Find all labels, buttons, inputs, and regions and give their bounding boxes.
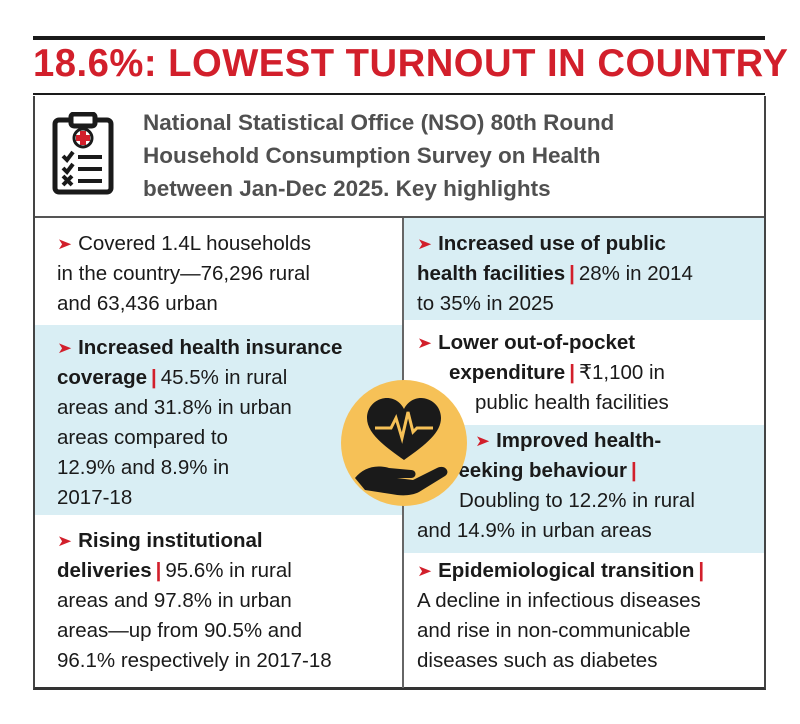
highlight-item: ➤ Epidemiological transition | A decline i… [417, 559, 705, 672]
arrow-icon: ➤ [417, 235, 433, 253]
highlight-item: ➤ Increased health insurance coverage | 45.… [57, 336, 343, 509]
headline: 18.6%: LOWEST TURNOUT IN COUNTRY [33, 42, 789, 85]
highlight-item: ➤ Improved health- seeking behaviour | Dou… [417, 429, 695, 542]
highlight-item: ➤ Lower out-of-pocket expenditure | ₹1,100 … [417, 331, 669, 414]
infobox-frame [33, 96, 766, 690]
arrow-icon: ➤ [417, 562, 433, 580]
heart-in-hand-icon [355, 398, 448, 496]
clipboard-checklist-icon [52, 112, 114, 195]
separator: | [151, 366, 157, 389]
arrow-icon: ➤ [417, 334, 433, 352]
arrow-icon: ➤ [57, 532, 73, 550]
separator: | [698, 559, 705, 582]
separator: | [631, 459, 637, 482]
section-divider [35, 216, 764, 218]
arrow-icon: ➤ [57, 339, 73, 357]
intro-line: Household Consumption Survey on Health [143, 143, 601, 168]
headline-rule [33, 93, 765, 95]
arrow-icon: ➤ [57, 235, 73, 253]
highlight-item: ➤ Covered 1.4L households in the country—… [57, 232, 311, 315]
intro-line: between Jan-Dec 2025. Key highlights [143, 176, 551, 201]
highlight-bg-left [35, 325, 402, 515]
separator: | [569, 262, 575, 285]
intro-text: National Statistical Office (NSO) 80th R… [143, 106, 743, 205]
highlight-item: ➤ Rising institutional deliveries | 95.6% i… [57, 529, 332, 672]
highlight-bg-right-top [404, 218, 764, 320]
highlight-item: ➤ Increased use of public health faciliti… [417, 232, 693, 315]
separator: | [155, 559, 162, 582]
separator: | [569, 361, 575, 384]
arrow-icon: ➤ [475, 432, 491, 450]
intro-line: National Statistical Office (NSO) 80th R… [143, 110, 615, 135]
top-rule [33, 36, 765, 40]
